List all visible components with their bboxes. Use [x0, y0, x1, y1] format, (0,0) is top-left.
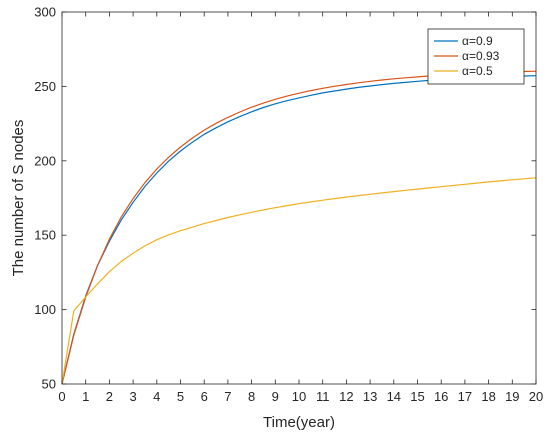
- x-tick-label: 4: [153, 389, 160, 404]
- y-tick-label: 150: [34, 228, 56, 243]
- x-tick-label: 13: [363, 389, 377, 404]
- x-tick-label: 8: [248, 389, 255, 404]
- y-tick-label: 50: [42, 377, 56, 392]
- legend-label-3: α=0.5: [462, 64, 493, 78]
- x-tick-label: 19: [505, 389, 519, 404]
- legend-label-2: α=0.93: [462, 49, 500, 63]
- x-tick-label: 6: [201, 389, 208, 404]
- x-tick-label: 9: [272, 389, 279, 404]
- x-tick-label: 12: [339, 389, 353, 404]
- x-tick-label: 7: [224, 389, 231, 404]
- y-tick-label: 300: [34, 5, 56, 20]
- y-tick-label: 250: [34, 79, 56, 94]
- x-axis-title: Time(year): [263, 414, 335, 431]
- x-tick-label: 11: [316, 389, 330, 404]
- x-tick-label: 16: [434, 389, 448, 404]
- ticks-layer: 0 1 2 3 4 5 6 7 8 9 10 11 12 13 14 15 16 17 18 19 2050100150…: [34, 5, 543, 405]
- x-tick-label: 2: [106, 389, 113, 404]
- x-tick-label: 15: [410, 389, 424, 404]
- x-tick-label: 5: [177, 389, 184, 404]
- x-tick-label: 18: [481, 389, 495, 404]
- y-tick-label: 100: [34, 302, 56, 317]
- x-tick-label: 10: [292, 389, 306, 404]
- x-tick-label: 17: [458, 389, 472, 404]
- y-axis-title: The number of S nodes: [10, 120, 27, 277]
- x-tick-label: 20: [529, 389, 543, 404]
- x-tick-label: 14: [387, 389, 401, 404]
- legend-label-1: α=0.9: [462, 34, 493, 48]
- x-tick-label: 1: [82, 389, 89, 404]
- series-line-3: [61, 177, 537, 385]
- y-tick-label: 200: [34, 153, 56, 168]
- x-tick-label: 0: [58, 389, 65, 404]
- x-tick-label: 3: [129, 389, 136, 404]
- legend: α=0.9α=0.93α=0.5: [427, 28, 525, 85]
